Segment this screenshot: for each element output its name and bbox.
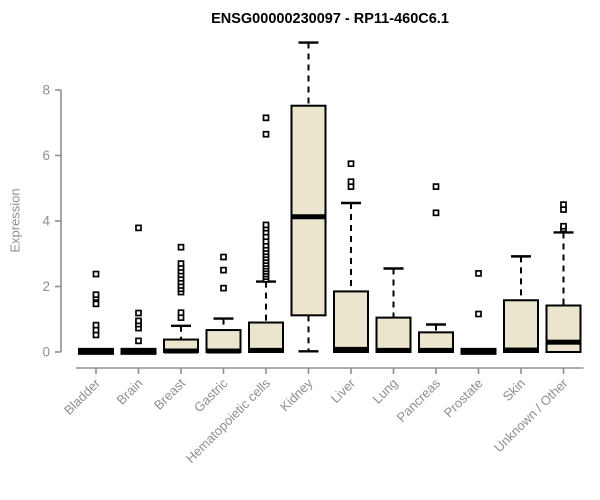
median-unknown-other [546, 339, 581, 345]
box-skin [503, 299, 539, 354]
x-tick-label-pancreas: Pancreas [394, 375, 444, 425]
outlier-prostate [475, 270, 482, 277]
x-tick-label-lung: Lung [370, 376, 401, 407]
median-hematopoietic-cells [249, 347, 283, 353]
outlier-unknown-other [560, 201, 567, 208]
outlier-hematopoietic-cells [262, 130, 270, 138]
outlier-pancreas [432, 183, 440, 190]
outlier-prostate [475, 310, 482, 318]
box-collapsed-prostate [460, 347, 497, 355]
y-tick-label: 8 [42, 83, 50, 98]
median-pancreas [419, 347, 453, 353]
box-lung [375, 316, 412, 353]
outlier-bladder [92, 291, 100, 299]
x-tick-label-skin: Skin [500, 376, 528, 404]
x-tick-label-prostate: Prostate [441, 376, 486, 421]
outlier-gastric [220, 253, 227, 261]
outlier-bladder [92, 321, 100, 329]
outlier-brain [135, 224, 142, 232]
outlier-breast [177, 309, 185, 317]
box-hematopoietic-cells [248, 321, 284, 353]
outlier-brain [135, 309, 142, 317]
y-axis-title: Expression [7, 188, 23, 253]
outlier-breast [177, 243, 185, 251]
x-tick-label-brain: Brain [114, 376, 146, 408]
x-tick-label-hematopoietic-cells: Hematopoietic cells [183, 375, 274, 466]
outlier-brain [135, 317, 142, 325]
y-tick-label: 0 [42, 345, 50, 360]
outlier-liver [347, 160, 355, 168]
median-kidney [291, 214, 326, 220]
outlier-pancreas [432, 209, 440, 217]
x-tick-label-breast: Breast [151, 375, 188, 412]
x-tick-label-kidney: Kidney [277, 375, 316, 414]
outlier-breast [177, 260, 185, 267]
box-kidney [290, 104, 327, 317]
median-gastric [206, 348, 241, 354]
outlier-bladder [92, 300, 100, 308]
outlier-liver [347, 178, 355, 186]
outlier-bladder [92, 270, 100, 278]
median-lung [376, 347, 411, 353]
outlier-unknown-other [560, 222, 567, 230]
median-skin [504, 347, 538, 353]
x-tick-label-bladder: Bladder [61, 375, 104, 418]
x-tick-label-gastric: Gastric [191, 375, 231, 415]
box-unknown-other [545, 304, 582, 353]
outlier-hematopoietic-cells [262, 221, 270, 229]
y-tick-label: 6 [42, 148, 50, 163]
median-liver [334, 346, 368, 352]
x-tick-label-liver: Liver [328, 375, 359, 406]
outlier-gastric [220, 284, 227, 292]
box-collapsed-brain [120, 347, 157, 355]
y-tick-label: 2 [42, 279, 50, 294]
outlier-gastric [220, 266, 227, 274]
box-liver [333, 290, 369, 354]
y-tick-label: 4 [42, 214, 50, 229]
median-breast [164, 348, 198, 354]
box-collapsed-bladder [78, 347, 114, 355]
x-tick-label-unknown-other: Unknown / Other [491, 375, 571, 455]
outlier-hematopoietic-cells [262, 114, 270, 122]
outlier-brain [135, 337, 142, 345]
chart-title: ENSG00000230097 - RP11-460C6.1 [211, 11, 449, 27]
